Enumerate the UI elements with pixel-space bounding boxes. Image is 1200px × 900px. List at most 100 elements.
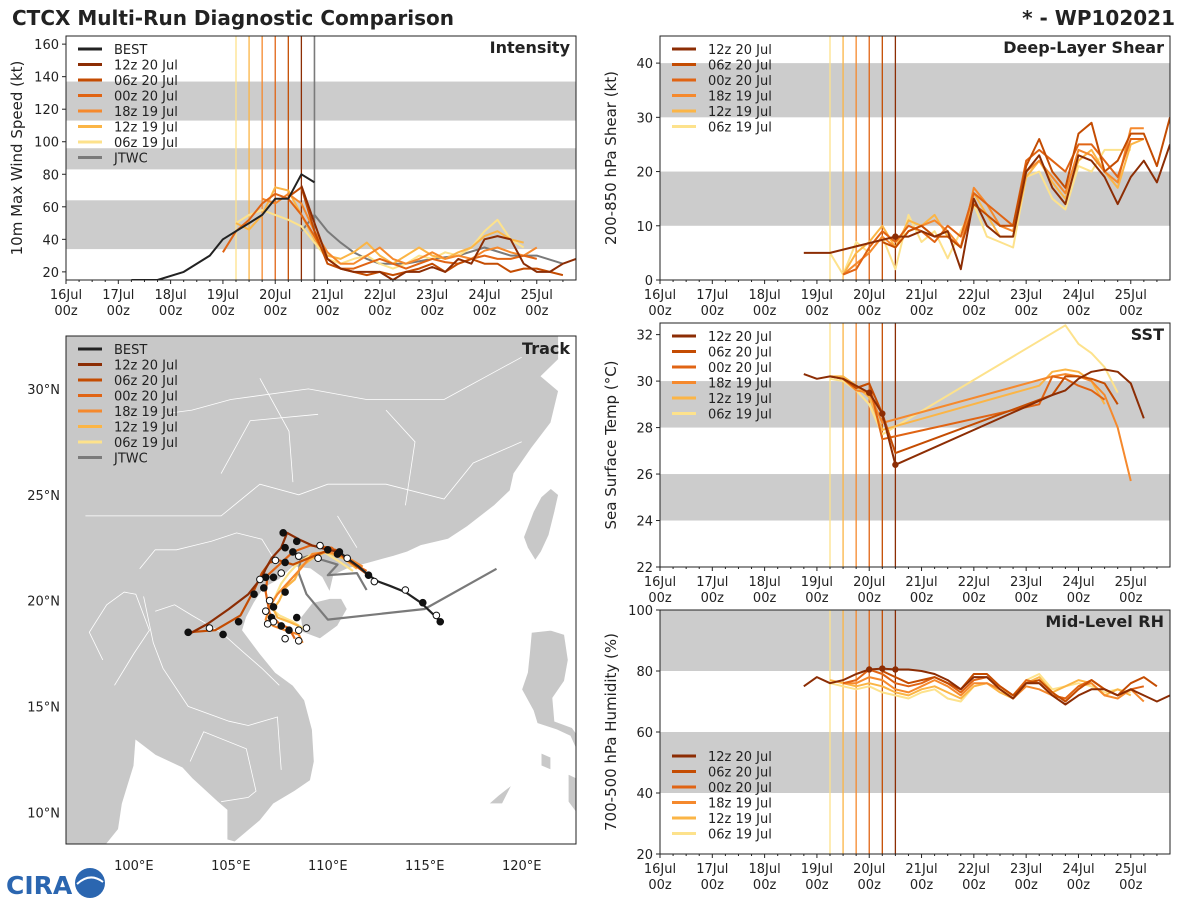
intensity-xtick-day: 18Jul <box>154 288 186 303</box>
intensity-ytick-label: 160 <box>34 38 59 53</box>
rh-xtick-hour: 00z <box>1119 878 1143 893</box>
shear-ytick-label: 10 <box>636 220 653 235</box>
intensity-series-18z-19-jul <box>261 192 538 265</box>
rh-xtick-hour: 00z <box>1067 878 1091 893</box>
hainan-island <box>300 598 348 640</box>
sst-series-12z-20-jul <box>803 368 1145 466</box>
track-point <box>333 550 342 558</box>
rh-ytick-label: 20 <box>636 848 653 863</box>
shear-band-0 <box>660 171 1170 226</box>
luzon-island <box>521 629 576 750</box>
rh-xtick-day: 20Jul <box>853 862 885 877</box>
intensity-xtick-day: 21Jul <box>311 288 343 303</box>
intensity-legend-label: 06z 19 Jul <box>114 136 178 151</box>
track-ytick-label: 20°N <box>27 595 60 610</box>
border-line-10 <box>259 378 294 483</box>
shear-legend-label: 00z 20 Jul <box>708 74 772 89</box>
track-ytick-label: 15°N <box>27 700 60 715</box>
sst-xtick-hour: 00z <box>805 591 829 606</box>
intensity-series-12z-19-jul <box>235 186 524 265</box>
border-line-0 <box>139 532 278 570</box>
track-point <box>343 554 351 563</box>
intensity-ytick-label: 80 <box>42 168 59 183</box>
intensity-ytick-label: 140 <box>34 71 59 86</box>
rh-xtick-day: 25Jul <box>1115 862 1147 877</box>
intensity-legend-label: JTWC <box>113 152 148 167</box>
logo-globe-icon <box>75 868 105 898</box>
rh-xtick-hour: 00z <box>701 878 725 893</box>
sst-analysis-point <box>879 410 886 417</box>
shear-plot-area <box>660 36 1170 280</box>
shear-legend-label: 12z 19 Jul <box>708 105 772 120</box>
track-point <box>256 575 264 584</box>
sst-legend-label: 12z 19 Jul <box>708 392 772 407</box>
track-point <box>281 634 289 643</box>
track-legend-label: 12z 19 Jul <box>114 421 178 436</box>
shear-xtick-day: 18Jul <box>748 288 780 303</box>
rh-xtick-hour: 00z <box>1014 878 1038 893</box>
track-panel: 100°E 105°E 110°E 115°E 120°E 10°N 15°N 20°N 25°… <box>27 335 577 874</box>
intensity-xtick-day: 24Jul <box>468 288 500 303</box>
track-point <box>432 611 441 620</box>
rh-xtick-hour: 00z <box>962 878 986 893</box>
track-point <box>269 603 278 611</box>
sst-legend-label: 06z 19 Jul <box>708 408 772 423</box>
sst-ytick-label: 24 <box>636 515 653 530</box>
track-point <box>265 596 274 605</box>
track-point <box>364 571 373 579</box>
sst-ytick-label: 26 <box>636 468 653 483</box>
shear-series-12z-19-jul <box>842 138 1145 276</box>
intensity-xtick-day: 19Jul <box>207 288 239 303</box>
intensity-ytick-label: 40 <box>42 233 59 248</box>
track-point <box>285 626 293 635</box>
track-point <box>292 613 301 622</box>
track-series-06z-20-jul <box>188 548 370 634</box>
shear-legend-label: 06z 20 Jul <box>708 59 772 74</box>
sst-legend-label: 12z 20 Jul <box>708 330 772 345</box>
sst-xtick-hour: 00z <box>962 591 986 606</box>
intensity-panel: 16Jul00z17Jul00z18Jul00z19Jul00z20Jul00z… <box>8 35 577 319</box>
rh-ytick-label: 100 <box>628 604 653 619</box>
border-line-9 <box>385 409 416 506</box>
shear-legend-label: 12z 20 Jul <box>708 43 772 58</box>
intensity-plot-area <box>66 36 576 280</box>
track-legend-label: 00z 20 Jul <box>114 390 178 405</box>
rh-ylabel: 700-500 hPa Humidity (%) <box>602 633 620 831</box>
intensity-legend-label: 06z 20 Jul <box>114 74 178 89</box>
taiwan-island <box>523 487 559 562</box>
sst-frame <box>659 322 1171 568</box>
border-line-8 <box>337 515 358 548</box>
track-point <box>279 529 287 537</box>
rh-analysis-point <box>879 665 886 672</box>
intensity-ylabel: 10m Max Wind Speed (kt) <box>8 61 26 256</box>
rh-series-12z-19-jul <box>829 676 1132 700</box>
rh-title: Mid-Level RH <box>1045 612 1164 631</box>
shear-xtick-day: 24Jul <box>1062 288 1094 303</box>
sst-xtick-hour: 00z <box>1067 591 1091 606</box>
track-legend-label: 12z 20 Jul <box>114 359 178 374</box>
mainland-landmass <box>66 336 559 844</box>
intensity-xtick-hour: 00z <box>368 304 392 319</box>
intensity-legend-label: BEST <box>114 43 147 58</box>
rh-xtick-day: 23Jul <box>1010 862 1042 877</box>
sst-xtick-day: 18Jul <box>748 575 780 590</box>
track-legend-label: BEST <box>114 343 147 358</box>
intensity-series-12z-20-jul <box>300 185 576 280</box>
track-xtick-label: 100°E <box>114 859 154 874</box>
track-point <box>294 637 303 645</box>
shear-xtick-day: 25Jul <box>1115 288 1147 303</box>
shear-xtick-day: 21Jul <box>905 288 937 303</box>
intensity-ytick-label: 20 <box>42 266 59 281</box>
intensity-xtick-day: 23Jul <box>416 288 448 303</box>
track-point <box>281 543 289 552</box>
intensity-xtick-hour: 00z <box>525 304 549 319</box>
rh-xtick-hour: 00z <box>805 878 829 893</box>
sst-xtick-day: 25Jul <box>1115 575 1147 590</box>
shear-band-1 <box>660 63 1170 118</box>
intensity-xtick-day: 22Jul <box>364 288 396 303</box>
sst-legend-label: 00z 20 Jul <box>708 361 772 376</box>
sst-ytick-label: 28 <box>636 422 653 437</box>
shear-series-06z-20-jul <box>881 117 1170 249</box>
rh-legend-label: 12z 20 Jul <box>708 750 772 765</box>
track-point <box>234 617 243 626</box>
